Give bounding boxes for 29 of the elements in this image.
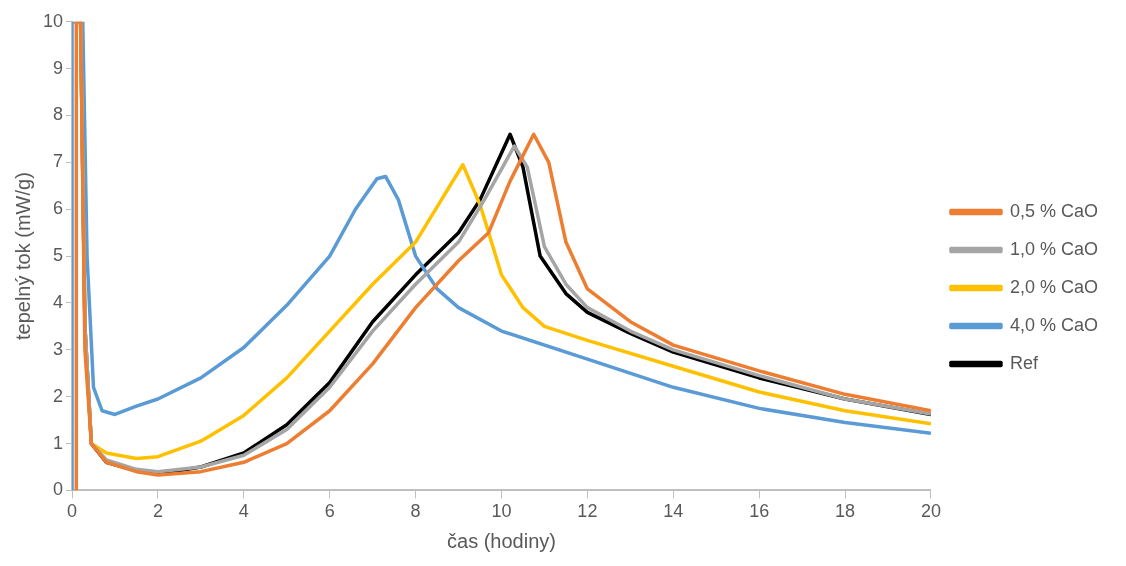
x-tick-label: 18	[835, 501, 856, 522]
legend-label: 2,0 % CaO	[1009, 276, 1099, 297]
legend-label: 4,0 % CaO	[1009, 314, 1099, 335]
y-tick-label: 3	[53, 338, 64, 359]
x-tick-label: 20	[920, 501, 941, 522]
x-tick-label: 16	[749, 501, 770, 522]
x-tick-label: 10	[491, 501, 512, 522]
y-axis-title: tepelný tok (mW/g)	[11, 172, 34, 341]
y-tick-label: 0	[53, 479, 64, 500]
y-tick-label: 9	[53, 57, 64, 78]
x-axis-title: čas (hodiny)	[447, 529, 556, 552]
legend-label: 0,5 % CaO	[1009, 200, 1099, 221]
x-tick-label: 8	[410, 501, 421, 522]
legend-label: Ref	[1009, 352, 1039, 373]
y-tick-label: 6	[53, 198, 64, 219]
legend-label: 1,0 % CaO	[1009, 238, 1099, 259]
x-tick-label: 6	[324, 501, 335, 522]
x-tick-label: 14	[663, 501, 684, 522]
x-tick-label: 0	[67, 501, 78, 522]
y-tick-label: 1	[53, 432, 64, 453]
y-tick-label: 5	[53, 245, 64, 266]
y-tick-label: 2	[53, 385, 64, 406]
y-tick-label: 7	[53, 151, 64, 172]
y-tick-label: 8	[53, 104, 64, 125]
y-tick-label: 4	[53, 291, 64, 312]
x-tick-label: 2	[152, 501, 163, 522]
x-tick-label: 12	[577, 501, 598, 522]
y-tick-label: 10	[42, 10, 64, 31]
x-tick-label: 4	[238, 501, 249, 522]
